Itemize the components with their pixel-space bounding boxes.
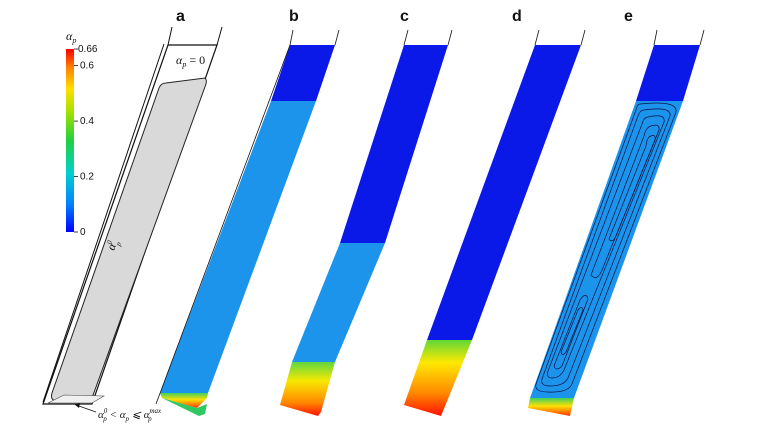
clear-fluid-region (427, 45, 581, 340)
panel-label-e: e (624, 8, 633, 25)
colorbar-title: αp (66, 29, 76, 45)
colorbar-ticks: 0.6 0.4 0.2 0 (74, 61, 94, 238)
sediment-region (160, 393, 208, 408)
panel-label-a: a (176, 8, 185, 25)
sediment-region (404, 340, 472, 416)
clear-fluid-region (636, 45, 700, 101)
panel-d-field (404, 29, 586, 416)
panel-b-field (155, 29, 340, 416)
sediment-region (528, 398, 574, 416)
colorbar-tick-label: 0.6 (80, 61, 94, 72)
colorbar-tick-label: 0.4 (80, 116, 94, 127)
panel-c-field (280, 29, 453, 416)
panel-e-field (528, 29, 705, 416)
region-label-clear: αp = 0 (176, 53, 205, 69)
region-label-suspension: αp0 (104, 238, 124, 254)
colorbar-tick-label: 0 (80, 227, 86, 238)
colorbar-gradient (66, 49, 74, 232)
clear-fluid-region (340, 45, 448, 243)
panel-label-d: d (512, 8, 522, 25)
panel-label-c: c (400, 8, 409, 25)
streamlines (535, 102, 677, 393)
sediment-wedge (47, 394, 106, 404)
colorbar-tick-label: 0.2 (80, 172, 94, 183)
suspension-region (160, 101, 316, 393)
clear-fluid-region (271, 45, 335, 101)
suspension-region (530, 101, 683, 398)
sediment-layer (162, 398, 207, 416)
colorbar-max-label: 0.66 (78, 44, 98, 55)
panel-label-b: b (289, 8, 299, 25)
suspension-region (292, 243, 385, 362)
sediment-region (280, 362, 335, 416)
colorbar: αp 0.66 0.6 0.4 0.2 0 (66, 29, 98, 238)
region-label-sediment: α0 p < αp ⩽ αmax p (98, 407, 162, 423)
panel-a-schematic: αp = 0 αp0 α0 p < αp ⩽ αmax p (42, 26, 223, 423)
